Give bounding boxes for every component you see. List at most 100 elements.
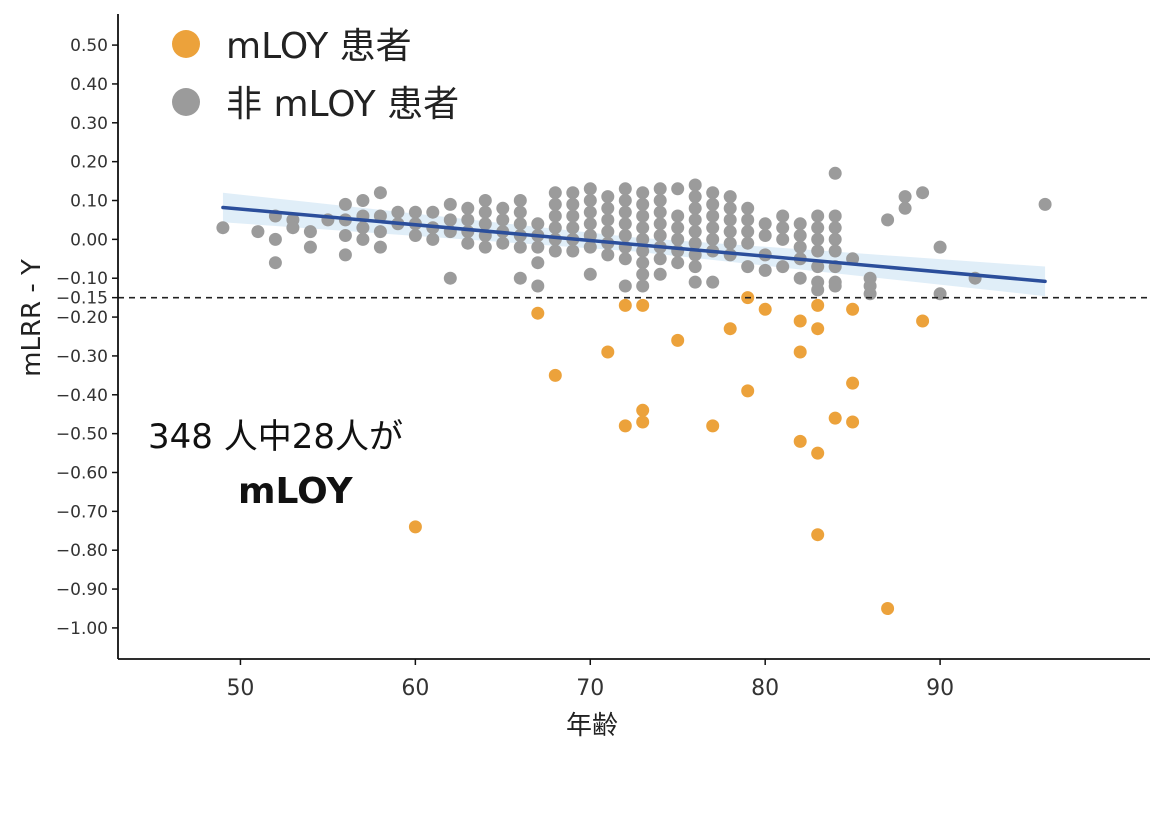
mloy-point — [671, 333, 685, 347]
non-mloy-point — [548, 209, 562, 223]
non-mloy-point — [828, 232, 842, 246]
non-mloy-point — [268, 232, 282, 246]
x-tick-label: 50 — [226, 676, 254, 701]
non-mloy-point — [251, 225, 265, 239]
non-mloy-point — [688, 213, 702, 227]
mloy-point — [793, 314, 807, 328]
mloy-point — [828, 411, 842, 425]
mloy-point — [408, 520, 422, 534]
non-mloy-point — [828, 209, 842, 223]
non-mloy-point — [758, 217, 772, 231]
mloy-point — [636, 415, 650, 429]
non-mloy-point — [636, 244, 650, 258]
non-mloy-point — [706, 197, 720, 211]
x-tick-label: 90 — [926, 676, 954, 701]
non-mloy-point — [636, 256, 650, 270]
y-tick-label: 0.00 — [70, 230, 108, 250]
non-mloy-point — [338, 229, 352, 242]
mloy-point — [531, 306, 545, 320]
non-mloy-point — [828, 279, 842, 293]
non-mloy-point — [618, 252, 632, 266]
non-mloy-point — [478, 240, 492, 254]
mloy-point — [811, 298, 825, 312]
non-mloy-point — [741, 201, 755, 215]
non-mloy-point — [688, 225, 702, 239]
non-mloy-point — [671, 209, 685, 223]
non-mloy-point — [548, 244, 562, 258]
y-tick-label: −1.00 — [56, 619, 108, 639]
trend-line-layer — [221, 205, 1047, 284]
mloy-point — [811, 528, 825, 542]
y-ticks-layer: 0.50 0.40 0.30 0.20 0.10 0.00 −0.10−0.15−0.20 −… — [56, 36, 118, 639]
mloy-point — [618, 298, 632, 312]
mloy-point — [723, 322, 737, 336]
non-mloy-point — [548, 186, 562, 200]
non-mloy-point — [618, 217, 632, 231]
non-mloy-point — [583, 267, 597, 281]
non-mloy-point — [513, 205, 527, 219]
non-mloy-point — [776, 260, 790, 274]
non-mloy-point — [601, 213, 615, 227]
non-mloy-point — [776, 232, 790, 246]
y-tick-label: −0.10 — [56, 269, 108, 289]
non-mloy-point — [496, 213, 510, 227]
non-mloy-point — [461, 201, 475, 215]
non-mloy-point — [443, 213, 457, 227]
non-mloy-point — [653, 194, 667, 207]
x-tick-label: 60 — [401, 676, 429, 701]
non-mloy-point — [443, 197, 457, 211]
non-mloy-point — [408, 229, 422, 242]
axes-layer — [117, 14, 1150, 660]
non-mloy-point — [286, 221, 300, 235]
y-tick-label: 0.20 — [70, 153, 108, 173]
non-mloy-point — [636, 209, 650, 223]
non-mloy-point — [356, 221, 370, 235]
x-tick-label: 80 — [751, 676, 779, 701]
non-mloy-point — [268, 256, 282, 270]
non-mloy-point — [566, 244, 580, 258]
non-mloy-point — [618, 279, 632, 293]
non-mloy-point — [706, 221, 720, 235]
non-mloy-point — [653, 229, 667, 242]
y-tick-label: −0.90 — [56, 580, 108, 600]
non-mloy-point — [723, 213, 737, 227]
non-mloy-point — [601, 248, 615, 262]
non-mloy-point — [548, 197, 562, 211]
non-mloy-point — [741, 260, 755, 274]
non-mloy-point — [653, 267, 667, 281]
non-mloy-point — [478, 194, 492, 207]
non-mloy-point — [373, 225, 387, 239]
non-mloy-point — [373, 240, 387, 254]
mloy-point — [636, 298, 650, 312]
non-mloy-point — [636, 221, 650, 235]
non-mloy-point — [583, 194, 597, 207]
non-mloy-point — [583, 205, 597, 219]
y-axis-title: mLRR - Y — [17, 259, 47, 377]
non-mloy-point — [513, 271, 527, 285]
non-mloy-point — [1038, 197, 1052, 211]
non-mloy-point — [653, 205, 667, 219]
non-mloy-point — [828, 244, 842, 258]
non-mloy-point — [478, 205, 492, 219]
non-mloy-point — [706, 186, 720, 200]
legend: mLOY 患者 非 mLOY 患者 — [172, 26, 459, 125]
non-mloy-point — [653, 252, 667, 266]
legend-label-non-mloy: 非 mLOY 患者 — [226, 84, 459, 125]
mloy-point — [741, 384, 755, 398]
non-mloy-point — [496, 236, 510, 250]
non-mloy-point — [338, 248, 352, 262]
mloy-point — [706, 419, 720, 433]
non-mloy-point — [338, 197, 352, 211]
non-mloy-point — [618, 229, 632, 242]
non-mloy-point — [811, 283, 825, 297]
non-mloy-point — [583, 240, 597, 254]
non-mloy-point — [303, 225, 317, 239]
y-tick-label: −0.30 — [56, 347, 108, 367]
mloy-point — [793, 434, 807, 448]
non-mloy-point — [741, 213, 755, 227]
non-mloy-point — [373, 209, 387, 223]
non-mloy-point — [688, 236, 702, 250]
non-mloy-point — [688, 201, 702, 215]
non-mloy-point — [636, 232, 650, 246]
mloy-point — [548, 368, 562, 382]
